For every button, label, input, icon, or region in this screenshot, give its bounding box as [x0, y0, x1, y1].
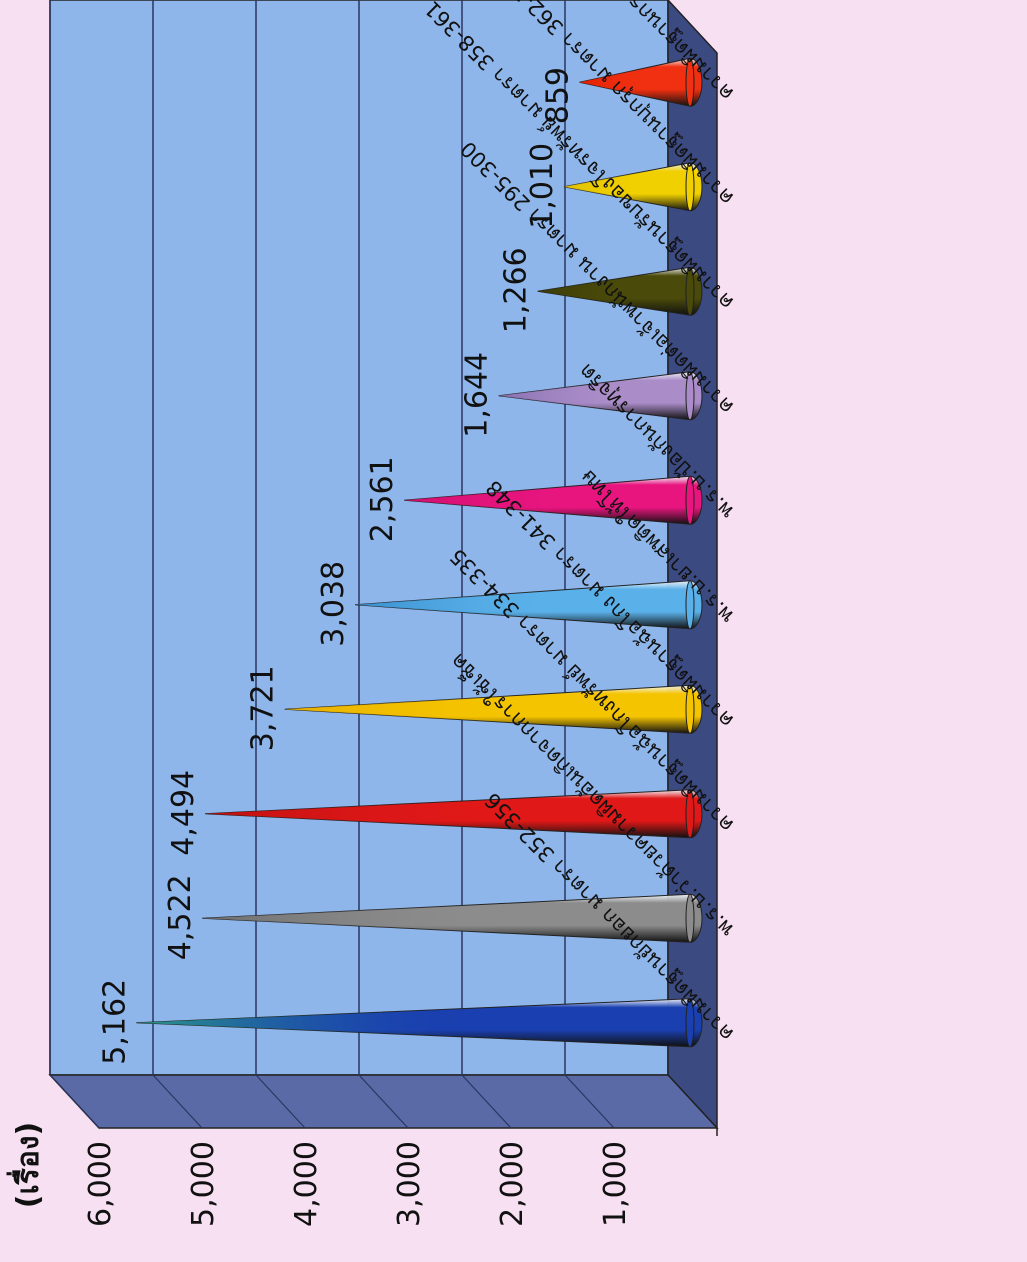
value-labels: 5,162 4,522 4,494 3,721 3,038 2,561 1,6441,266…	[97, 67, 575, 1065]
cone-bar-tip-shade	[355, 580, 702, 629]
y-tick-label: 1,000	[598, 1141, 633, 1227]
gridline-floor	[564, 1074, 615, 1129]
cone-bar-base	[685, 998, 695, 1048]
gridline-floor	[49, 1074, 100, 1129]
gridline-floor	[255, 1074, 306, 1129]
gridline-floor	[358, 1074, 409, 1129]
cone-bar-tip-shade	[404, 476, 702, 525]
value-label: 5,162	[97, 979, 132, 1065]
cone-bar-base	[685, 475, 695, 525]
cone-bar-tip-shade	[205, 789, 703, 838]
cone-bar-base	[685, 371, 695, 421]
gridline-floor	[152, 1074, 203, 1129]
value-label: 1,266	[499, 247, 534, 333]
cone-bar-base	[685, 162, 695, 212]
y-tick-label: 6,000	[83, 1141, 118, 1227]
value-label: 4,522	[163, 874, 198, 960]
value-label: 4,494	[166, 770, 201, 856]
cone-bar-base	[685, 57, 695, 107]
y-axis-ticks: 1,000 2,000 3,000 4,000 5,000 6,000	[83, 1128, 718, 1227]
cone-bar-base	[685, 789, 695, 839]
gridlines	[49, 0, 615, 1129]
value-label: 859	[541, 67, 576, 124]
cone-bar-tip-shade	[579, 58, 702, 107]
y-tick-label: 5,000	[186, 1141, 221, 1227]
cone-bar-tip-shade	[563, 162, 702, 211]
cone-bar-tip-shade	[284, 685, 702, 734]
cone-bars	[136, 57, 703, 1048]
value-label: 3,721	[246, 665, 281, 751]
y-tick-label: 4,000	[289, 1141, 324, 1227]
value-label: 1,644	[460, 352, 495, 438]
cone-bar-base	[685, 684, 695, 734]
value-label: 3,038	[316, 561, 351, 647]
cone-bar-base	[685, 580, 695, 630]
y-tick-label: 3,000	[392, 1141, 427, 1227]
value-label: 2,561	[365, 456, 400, 542]
gridline-floor	[461, 1074, 512, 1129]
cone-bar-tip-shade	[537, 267, 702, 316]
cone-bar-tip-shade	[202, 894, 702, 943]
y-tick-label: 2,000	[495, 1141, 530, 1227]
cone-bar-tip-shade	[136, 998, 703, 1047]
cone-bar-base	[685, 266, 695, 316]
chart-walls	[48, 0, 719, 1130]
cone-bar-base	[685, 893, 695, 943]
cone-bar-tip-shade	[498, 371, 702, 420]
unit-label: (เรื่อง)	[6, 1122, 46, 1208]
value-label: 1,010	[525, 143, 560, 229]
